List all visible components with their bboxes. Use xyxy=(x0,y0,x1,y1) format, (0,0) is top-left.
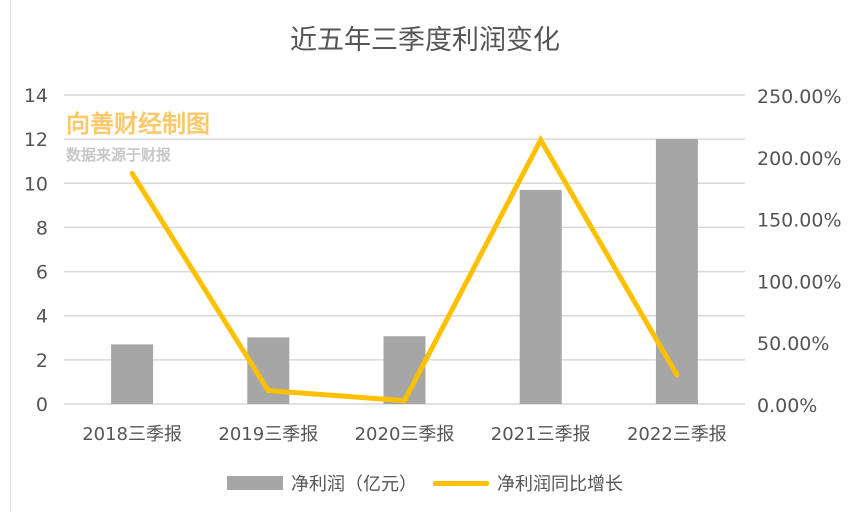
right-tick-label: 100.00% xyxy=(757,271,842,293)
watermark-brand: 向善财经制图 xyxy=(66,110,210,138)
left-tick-label: 6 xyxy=(36,262,48,284)
chart-title: 近五年三季度利润变化 xyxy=(290,25,560,56)
left-tick-label: 0 xyxy=(36,394,48,416)
legend-label-bar: 净利润（亿元） xyxy=(291,474,417,495)
right-tick-label: 250.00% xyxy=(757,86,842,108)
left-tick-label: 12 xyxy=(24,129,48,151)
x-tick-label: 2022三季报 xyxy=(627,424,727,445)
bar xyxy=(519,189,562,404)
legend: 净利润（亿元） 净利润同比增长 xyxy=(0,470,850,496)
bar xyxy=(655,139,698,404)
spreadsheet-gutter xyxy=(0,0,11,512)
left-tick-label: 8 xyxy=(36,217,48,239)
legend-item-bar: 净利润（亿元） xyxy=(227,470,417,496)
legend-swatch-line xyxy=(433,480,489,486)
watermark-source: 数据来源于财报 xyxy=(66,146,172,164)
legend-item-line: 净利润同比增长 xyxy=(433,470,623,496)
legend-label-line: 净利润同比增长 xyxy=(497,474,623,495)
right-tick-label: 50.00% xyxy=(757,333,829,355)
right-tick-label: 200.00% xyxy=(757,148,842,170)
bar xyxy=(111,344,154,404)
x-tick-label: 2020三季报 xyxy=(355,424,455,445)
left-tick-label: 4 xyxy=(36,306,48,328)
x-tick-label: 2021三季报 xyxy=(491,424,591,445)
right-tick-label: 0.00% xyxy=(757,395,817,417)
left-tick-label: 10 xyxy=(24,173,48,195)
legend-swatch-bar xyxy=(227,476,283,490)
x-tick-label: 2018三季报 xyxy=(82,424,182,445)
left-tick-label: 2 xyxy=(36,350,48,372)
x-tick-label: 2019三季报 xyxy=(218,424,318,445)
right-tick-label: 150.00% xyxy=(757,210,842,232)
left-tick-label: 14 xyxy=(24,85,48,107)
